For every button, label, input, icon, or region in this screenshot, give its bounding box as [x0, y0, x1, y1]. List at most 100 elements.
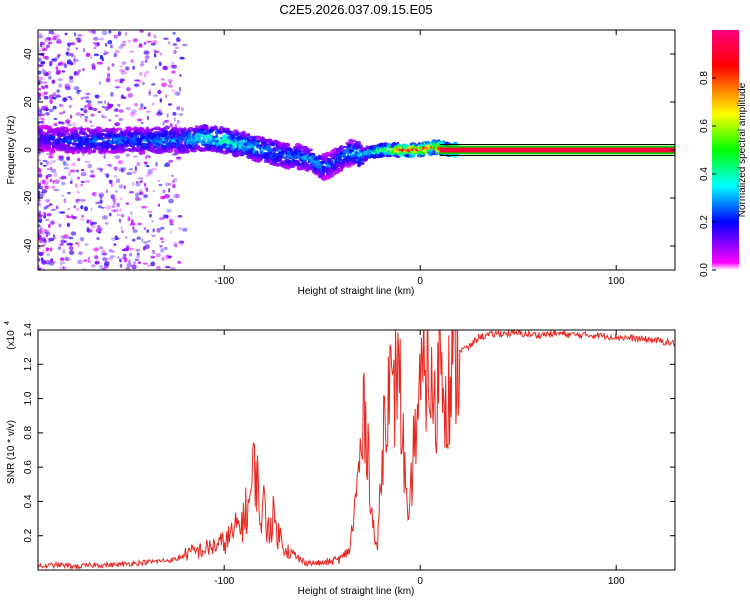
noise-blob	[170, 267, 176, 270]
noise-blob	[127, 39, 132, 43]
noise-blob	[69, 96, 73, 101]
noise-blob	[44, 183, 49, 188]
noise-blob	[42, 106, 46, 112]
ridge-blob	[187, 132, 192, 137]
noise-blob	[95, 94, 100, 99]
noise-blob	[56, 205, 59, 210]
noise-blob	[40, 120, 44, 124]
noise-blob	[97, 110, 101, 114]
noise-blob	[41, 257, 44, 261]
noise-blob	[83, 105, 87, 110]
noise-blob	[39, 34, 44, 38]
noise-blob	[73, 57, 76, 62]
noise-blob	[41, 260, 47, 265]
noise-blob	[38, 154, 41, 157]
noise-blob	[99, 37, 104, 41]
noise-blob	[59, 40, 62, 45]
x-tick-label: 0	[417, 576, 423, 587]
noise-blob	[56, 89, 61, 93]
noise-blob	[70, 231, 77, 236]
noise-blob	[175, 46, 179, 50]
noise-blob	[162, 121, 165, 126]
ridge-blob	[79, 127, 86, 133]
noise-blob	[64, 256, 70, 261]
ridge-blob	[142, 149, 146, 155]
noise-blob	[59, 261, 63, 266]
noise-blob	[76, 90, 80, 95]
noise-blob	[47, 204, 51, 207]
noise-blob	[77, 157, 81, 162]
noise-blob	[138, 79, 143, 84]
noise-blob	[119, 65, 123, 68]
noise-blob	[38, 87, 42, 91]
noise-blob	[163, 246, 168, 251]
noise-blob	[38, 251, 44, 256]
ridge-blob	[123, 144, 130, 148]
noise-blob	[50, 220, 55, 226]
ridge-blob	[327, 173, 335, 178]
noise-blob	[47, 173, 53, 178]
noise-blob	[73, 32, 77, 37]
snr-scale-factor: (x10 4	[4, 321, 17, 350]
ridge-blob	[185, 148, 190, 154]
noise-blob	[133, 83, 139, 87]
noise-blob	[120, 43, 126, 47]
noise-blob	[66, 242, 73, 246]
noise-blob	[38, 201, 41, 206]
noise-blob	[38, 64, 44, 67]
snr-ticks: -100 0 100 0.2 0.4 0.6 0.8 1.0 1.2 1.4	[23, 323, 675, 587]
noise-blob	[148, 88, 151, 93]
noise-blob	[120, 226, 123, 231]
noise-blob	[159, 52, 162, 56]
noise-blob	[75, 242, 78, 245]
noise-blob	[38, 158, 41, 162]
noise-blob	[125, 267, 130, 270]
noise-blob	[139, 62, 145, 67]
noise-blob	[147, 171, 153, 175]
noise-blob	[38, 76, 43, 81]
noise-blob	[119, 263, 123, 268]
noise-blob	[113, 174, 118, 178]
noise-blob	[88, 107, 94, 111]
noise-blob	[152, 34, 157, 39]
noise-blob	[107, 72, 111, 78]
noise-blob	[167, 78, 173, 82]
noise-blob	[93, 53, 100, 57]
noise-blob	[152, 249, 155, 253]
noise-blob	[60, 175, 67, 180]
noise-blob	[86, 228, 91, 233]
noise-blob	[59, 211, 66, 214]
noise-blob	[41, 48, 48, 52]
noise-blob	[147, 168, 154, 173]
snr-series-line	[38, 330, 675, 570]
noise-blob	[38, 203, 42, 207]
noise-blob	[52, 35, 57, 41]
ridge-blob	[67, 142, 73, 145]
noise-blob	[126, 262, 133, 268]
noise-blob	[63, 198, 67, 204]
noise-blob	[124, 31, 128, 36]
noise-blob	[170, 64, 176, 69]
noise-blob	[57, 211, 63, 214]
noise-blob	[157, 179, 161, 182]
colorbar-ticks: 0.0 0.2 0.4 0.6 0.8	[699, 71, 716, 277]
noise-blob	[130, 219, 134, 224]
noise-blob	[57, 69, 62, 74]
noise-blob	[44, 47, 49, 50]
ridge-blob	[76, 133, 80, 138]
noise-blob	[90, 54, 93, 60]
noise-blob	[69, 169, 76, 173]
y-tick-label: 0.2	[23, 528, 34, 542]
noise-blob	[80, 180, 85, 184]
noise-blob	[155, 161, 158, 167]
noise-blob	[65, 51, 69, 56]
noise-blob	[161, 256, 165, 261]
noise-blob	[123, 257, 128, 263]
noise-blob	[121, 167, 127, 172]
noise-blob	[142, 262, 149, 265]
ridge-blob	[338, 156, 343, 162]
noise-blob	[161, 82, 167, 88]
noise-blob	[128, 248, 135, 251]
noise-blob	[39, 108, 43, 114]
noise-blob	[173, 242, 178, 247]
